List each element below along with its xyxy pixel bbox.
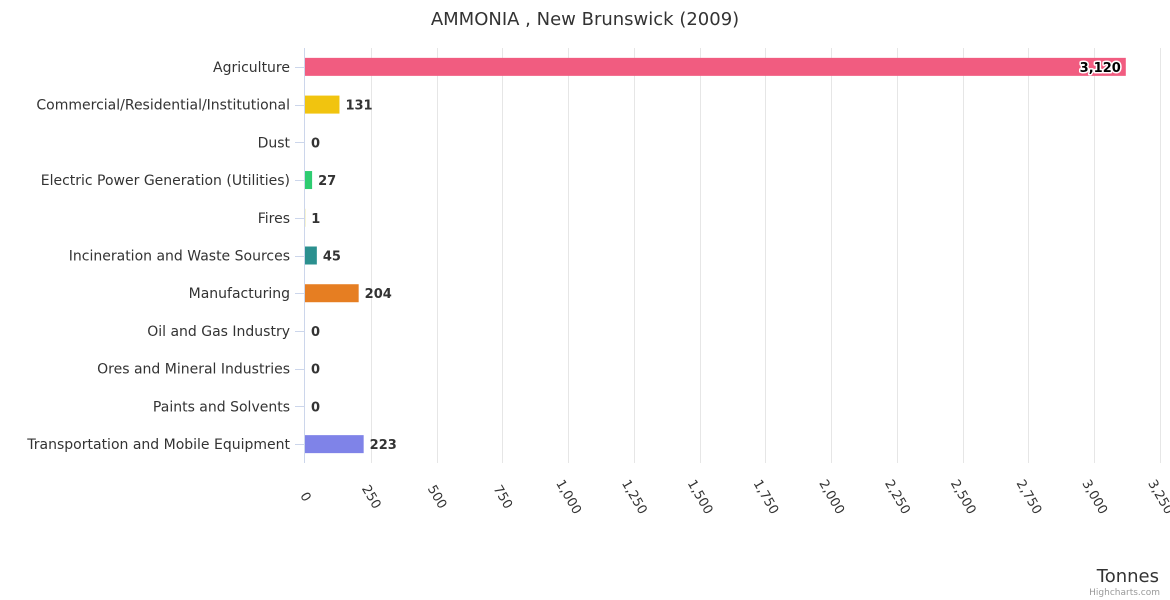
data-label: 0 xyxy=(311,136,320,151)
bar-series xyxy=(305,57,1126,454)
data-label: 204 xyxy=(365,287,392,302)
category-label: Paints and Solvents xyxy=(153,399,290,415)
data-label: 131 xyxy=(345,99,372,114)
category-label: Commercial/Residential/Institutional xyxy=(36,98,290,114)
x-tick-label: 1,750 xyxy=(750,477,782,517)
x-tick-label: 3,000 xyxy=(1078,477,1110,517)
data-label: 0 xyxy=(311,325,320,340)
bar xyxy=(305,284,359,303)
data-label: 0 xyxy=(311,400,320,415)
x-tick-label: 2,500 xyxy=(947,477,979,517)
bar xyxy=(305,246,317,265)
x-tick-label: 1,250 xyxy=(618,477,650,517)
category-label: Ores and Mineral Industries xyxy=(97,362,290,378)
category-label: Dust xyxy=(258,135,291,151)
category-label: Electric Power Generation (Utilities) xyxy=(41,173,290,189)
data-label: 45 xyxy=(323,250,341,265)
axes: 0 250 500 750 1,000 1,250 1,500 1,750 2,000 2,250… xyxy=(295,48,1170,517)
data-label: 223 xyxy=(370,438,397,453)
x-axis-title: Tonnes xyxy=(1096,566,1159,587)
x-tick-label: 750 xyxy=(490,483,515,512)
category-label: Transportation and Mobile Equipment xyxy=(26,437,290,453)
credits-link[interactable]: Highcharts.com xyxy=(1089,588,1160,598)
bar xyxy=(305,95,340,114)
labels: Agriculture 3,120 Commercial/Residential/I… xyxy=(26,59,1122,453)
bar xyxy=(305,171,313,190)
x-tick-label: 0 xyxy=(296,490,313,505)
bar xyxy=(305,435,364,454)
data-label: 1 xyxy=(311,212,320,227)
x-tick-label: 1,500 xyxy=(684,477,716,517)
x-tick-label: 500 xyxy=(424,483,449,512)
category-label: Oil and Gas Industry xyxy=(147,324,290,340)
x-tick-label: 250 xyxy=(358,483,383,512)
category-label: Fires xyxy=(258,211,290,227)
x-tick-label: 1,000 xyxy=(552,477,584,517)
data-label: 0 xyxy=(311,363,320,378)
data-label: 27 xyxy=(318,174,336,189)
category-label: Incineration and Waste Sources xyxy=(69,249,290,265)
chart-title: AMMONIA , New Brunswick (2009) xyxy=(431,9,739,30)
x-tick-label: 2,750 xyxy=(1013,477,1045,517)
x-tick-label: 2,250 xyxy=(881,477,913,517)
x-tick-label: 3,250 xyxy=(1144,477,1170,517)
bar xyxy=(305,57,1126,76)
category-label: Agriculture xyxy=(213,60,290,76)
category-label: Manufacturing xyxy=(189,286,290,302)
grid-lines xyxy=(371,48,1161,463)
x-tick-label: 2,000 xyxy=(815,477,847,517)
data-label: 3,120 xyxy=(1080,61,1121,76)
